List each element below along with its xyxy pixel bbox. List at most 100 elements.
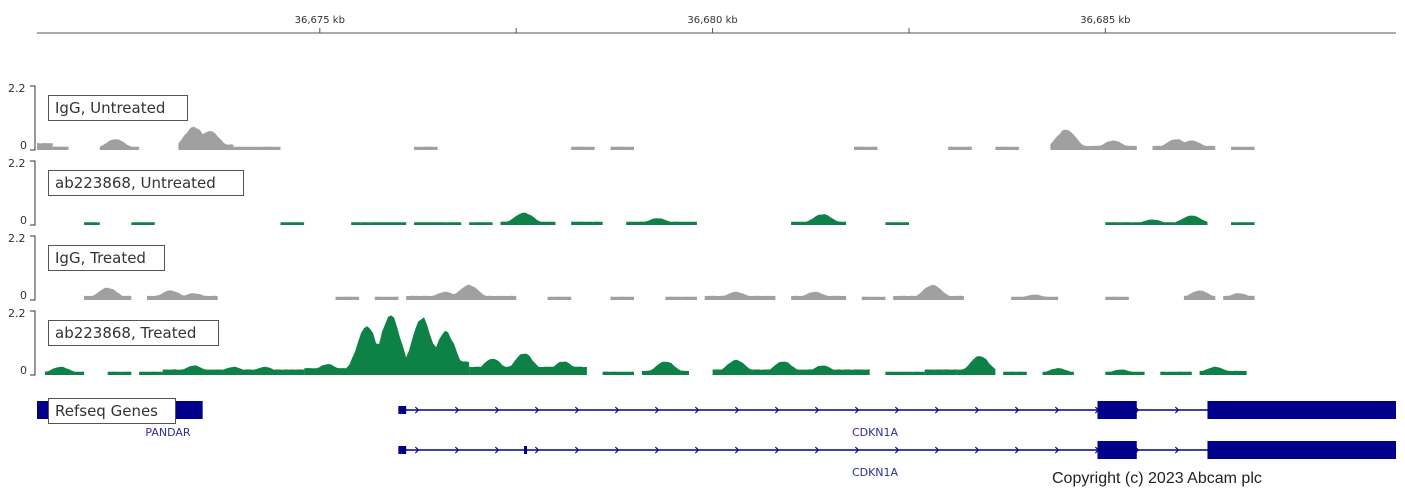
- strand-arrow: [614, 406, 620, 414]
- coverage-segment: [44, 366, 85, 375]
- coverage-segment: [704, 291, 776, 300]
- strand-arrow: [1014, 406, 1020, 414]
- track-scale-min: 0: [20, 214, 27, 227]
- strand-arrow: [734, 406, 740, 414]
- strand-arrow: [414, 446, 420, 454]
- coverage-segment: [1160, 371, 1192, 375]
- coverage-segment: [374, 296, 399, 300]
- gene-exon: [1097, 441, 1137, 459]
- coverage-segment: [1176, 215, 1208, 225]
- strand-arrow: [654, 406, 660, 414]
- coverage-segment: [37, 143, 53, 150]
- strand-arrow: [974, 406, 980, 414]
- coverage-segment: [107, 371, 132, 375]
- refseq-genes-track: PANDAR CDKN1A CDKN1A: [37, 401, 1396, 479]
- coverage-segment: [885, 222, 909, 225]
- coverage-segment: [610, 146, 634, 150]
- coverage-segment: [1105, 369, 1145, 375]
- track-2: 2.20: [8, 157, 1255, 227]
- coverage-segment: [712, 359, 870, 375]
- gene-exon: [1207, 441, 1396, 459]
- track-label[interactable]: IgG, Treated: [48, 245, 165, 271]
- gene-name-label: CDKN1A: [852, 466, 899, 479]
- ruler-tick-label: 36,680 kb: [687, 15, 737, 26]
- strand-arrow: [1174, 446, 1180, 454]
- gene-name-label: PANDAR: [145, 426, 190, 439]
- strand-arrow: [534, 446, 540, 454]
- coverage-segment: [52, 146, 69, 150]
- strand-arrow: [614, 446, 620, 454]
- refseq-genes-label[interactable]: Refseq Genes: [48, 398, 176, 424]
- coverage-segment: [280, 222, 305, 225]
- coverage-segment: [469, 222, 493, 225]
- ruler-tick-label: 36,675 kb: [295, 15, 345, 26]
- strand-arrow: [1054, 446, 1060, 454]
- track-scale-min: 0: [20, 139, 27, 152]
- coverage-segment: [1003, 371, 1027, 375]
- coverage-segment: [1089, 140, 1137, 150]
- coverage-segment: [139, 371, 163, 375]
- strand-arrow: [854, 446, 860, 454]
- coverage-segment: [1042, 368, 1074, 375]
- strand-arrow: [894, 406, 900, 414]
- track-scale-max: 2.2: [8, 82, 26, 95]
- coverage-segment: [1011, 294, 1059, 300]
- coverage-segment: [854, 146, 878, 150]
- strand-arrow: [414, 406, 420, 414]
- strand-arrow: [694, 446, 700, 454]
- copyright-notice: Copyright (c) 2023 Abcam plc: [1052, 470, 1262, 487]
- coverage-segment: [1105, 296, 1129, 300]
- coverage-segment: [571, 146, 595, 150]
- coverage-segment: [162, 365, 305, 375]
- coverage-segment: [351, 222, 407, 225]
- coverage-segment: [147, 290, 218, 300]
- coverage-segment: [233, 146, 281, 150]
- strand-arrow: [934, 446, 940, 454]
- coverage-segment: [602, 371, 634, 375]
- gene-cdkn1a[interactable]: CDKN1A: [398, 401, 1396, 439]
- ruler-tick-label: 36,685 kb: [1080, 15, 1130, 26]
- coverage-segment: [995, 146, 1019, 150]
- strand-arrow: [734, 446, 740, 454]
- coverage-segment: [178, 126, 234, 150]
- strand-arrow: [494, 406, 500, 414]
- strand-arrow: [534, 406, 540, 414]
- track-label[interactable]: ab223868, Treated: [48, 320, 219, 346]
- coverage-segment: [924, 369, 957, 375]
- track-label[interactable]: IgG, Untreated: [48, 95, 188, 121]
- strand-arrow: [574, 446, 580, 454]
- coverage-segment: [414, 146, 438, 150]
- coverage-segment: [948, 146, 972, 150]
- track-scale-min: 0: [20, 289, 27, 302]
- coverage-tracks: 2.202.202.202.20: [8, 82, 1255, 377]
- strand-arrow: [1014, 446, 1020, 454]
- gene-exon: [1097, 401, 1137, 419]
- coverage-segment: [335, 296, 360, 300]
- coverage-segment: [885, 371, 925, 375]
- coverage-segment: [610, 296, 634, 300]
- track-3: 2.20: [8, 232, 1255, 302]
- strand-arrow: [454, 446, 460, 454]
- strand-arrow: [494, 446, 500, 454]
- track-scale-max: 2.2: [8, 157, 26, 170]
- track-scale-max: 2.2: [8, 232, 26, 245]
- coverage-segment: [665, 296, 697, 300]
- strand-arrow: [574, 406, 580, 414]
- coverage-segment: [1183, 290, 1216, 300]
- strand-arrow: [774, 406, 780, 414]
- track-scale-max: 2.2: [8, 307, 26, 320]
- coverage-segment: [1223, 293, 1255, 300]
- track-1: 2.20: [8, 82, 1255, 152]
- coverage-segment: [893, 285, 964, 300]
- coverage-segment: [1050, 129, 1090, 150]
- gene-cdkn1a[interactable]: CDKN1A: [398, 441, 1396, 479]
- coverage-segment: [1231, 222, 1255, 225]
- coverage-segment: [500, 212, 556, 225]
- track-label[interactable]: ab223868, Untreated: [48, 170, 244, 196]
- track-scale-bracket: [30, 85, 36, 151]
- strand-arrow: [814, 446, 820, 454]
- strand-arrow: [1054, 406, 1060, 414]
- coverage-segment: [414, 222, 462, 225]
- track-scale-bracket: [30, 235, 36, 301]
